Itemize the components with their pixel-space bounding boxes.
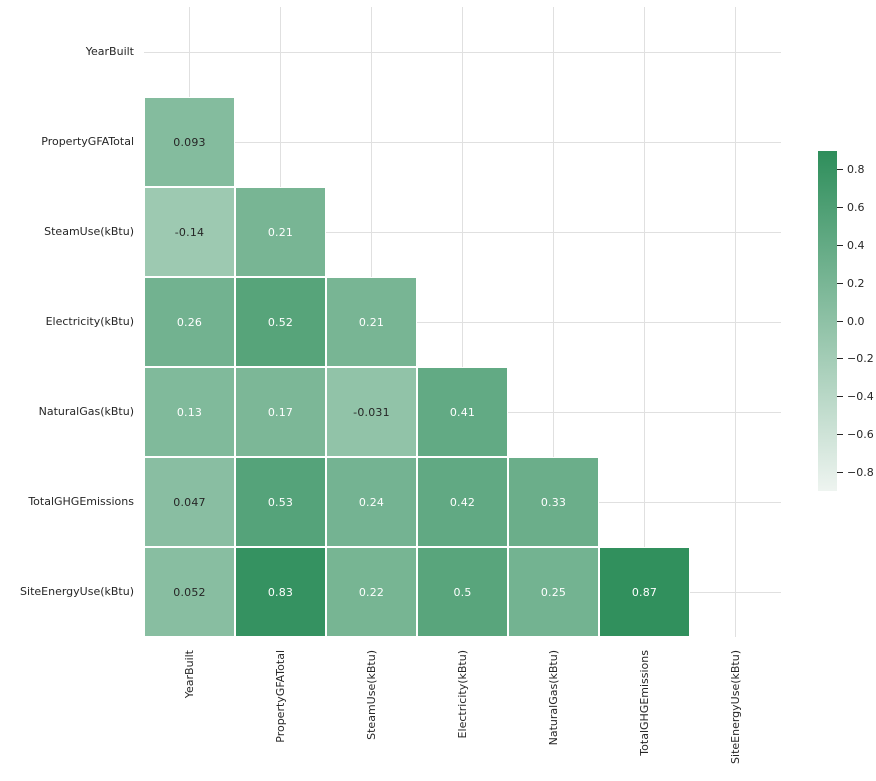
colorbar-tick-label: 0.2 bbox=[847, 276, 865, 290]
gridline-horizontal bbox=[144, 231, 781, 233]
heatmap-cell: 0.21 bbox=[235, 187, 326, 277]
heatmap-cell: 0.22 bbox=[326, 547, 417, 637]
cell-value-label: 0.13 bbox=[176, 405, 203, 419]
x-tick-label-slot: SteamUse(kBtu) bbox=[326, 650, 417, 781]
y-tick-label: SiteEnergyUse(kBtu) bbox=[20, 585, 134, 598]
y-tick-label: Electricity(kBtu) bbox=[45, 315, 134, 328]
cell-value-label: 0.047 bbox=[173, 495, 206, 509]
gridline-horizontal bbox=[144, 51, 781, 53]
x-tick-label-slot: TotalGHGEmissions bbox=[599, 650, 690, 781]
colorbar-tick-label: 0.8 bbox=[847, 163, 865, 177]
heatmap-cell: 0.17 bbox=[235, 367, 326, 457]
cell-value-label: 0.26 bbox=[176, 315, 203, 329]
x-tick-label: SiteEnergyUse(kBtu) bbox=[729, 650, 742, 764]
x-tick-label-slot: PropertyGFATotal bbox=[235, 650, 326, 781]
colorbar-tick-label: −0.2 bbox=[847, 352, 874, 366]
heatmap-cell: 0.83 bbox=[235, 547, 326, 637]
heatmap-cell: -0.031 bbox=[326, 367, 417, 457]
x-tick-label: YearBuilt bbox=[183, 650, 196, 699]
cell-value-label: 0.52 bbox=[267, 315, 294, 329]
heatmap-cell: 0.33 bbox=[508, 457, 599, 547]
x-tick-label: SteamUse(kBtu) bbox=[365, 650, 378, 740]
colorbar-tick-label: −0.8 bbox=[847, 465, 874, 479]
y-tick-label: YearBuilt bbox=[85, 45, 134, 58]
heatmap-cell: 0.21 bbox=[326, 277, 417, 367]
x-tick-label-slot: Electricity(kBtu) bbox=[417, 650, 508, 781]
colorbar-tick-mark bbox=[837, 244, 843, 246]
colorbar-tick-label: −0.6 bbox=[847, 427, 874, 441]
x-tick-label: TotalGHGEmissions bbox=[638, 650, 651, 756]
x-tick-label: PropertyGFATotal bbox=[274, 650, 287, 743]
cell-value-label: 0.22 bbox=[358, 585, 385, 599]
cell-value-label: -0.14 bbox=[174, 225, 205, 239]
colorbar-tick-mark bbox=[837, 169, 843, 171]
heatmap-cell: 0.052 bbox=[144, 547, 235, 637]
colorbar-tick-label: 0.0 bbox=[847, 314, 865, 328]
x-tick-label: NaturalGas(kBtu) bbox=[547, 650, 560, 746]
colorbar-tick-mark bbox=[837, 207, 843, 209]
colorbar-tick-mark bbox=[837, 433, 843, 435]
cell-value-label: 0.093 bbox=[173, 135, 206, 149]
gridline-horizontal bbox=[144, 321, 781, 323]
heatmap-cell: 0.13 bbox=[144, 367, 235, 457]
heatmap-plot-area: 0.093 -0.14 0.21 0.26 0.52 0.21 0.13 0.17 -0.031… bbox=[144, 7, 781, 637]
cell-value-label: 0.21 bbox=[358, 315, 385, 329]
cell-value-label: 0.21 bbox=[267, 225, 294, 239]
heatmap-cell: 0.5 bbox=[417, 547, 508, 637]
cell-value-label: 0.25 bbox=[540, 585, 567, 599]
cell-value-label: 0.052 bbox=[173, 585, 206, 599]
x-tick-label-slot: NaturalGas(kBtu) bbox=[508, 650, 599, 781]
colorbar-tick-mark bbox=[837, 471, 843, 473]
colorbar-tick-label: 0.6 bbox=[847, 201, 865, 215]
y-tick-label: SteamUse(kBtu) bbox=[44, 225, 134, 238]
cell-value-label: 0.83 bbox=[267, 585, 294, 599]
cell-value-label: 0.87 bbox=[631, 585, 658, 599]
colorbar-tick-label: −0.4 bbox=[847, 390, 874, 404]
y-tick-label: PropertyGFATotal bbox=[41, 135, 134, 148]
y-tick-label: NaturalGas(kBtu) bbox=[38, 405, 134, 418]
heatmap-cell: 0.87 bbox=[599, 547, 690, 637]
cell-value-label: -0.031 bbox=[353, 405, 390, 419]
heatmap-cell: -0.14 bbox=[144, 187, 235, 277]
cell-value-label: 0.5 bbox=[453, 585, 472, 599]
colorbar-tick-mark bbox=[837, 282, 843, 284]
heatmap-cell: 0.53 bbox=[235, 457, 326, 547]
colorbar-tick-mark bbox=[837, 396, 843, 398]
colorbar-gradient bbox=[818, 151, 837, 491]
heatmap-cell: 0.41 bbox=[417, 367, 508, 457]
cell-value-label: 0.17 bbox=[267, 405, 294, 419]
cell-value-label: 0.41 bbox=[449, 405, 476, 419]
colorbar-tick-mark bbox=[837, 358, 843, 360]
colorbar: 0.8 0.6 0.4 0.2 0.0 −0.2 −0.4 −0.6 −0.8 bbox=[818, 151, 874, 491]
heatmap-cell: 0.24 bbox=[326, 457, 417, 547]
heatmap-cell: 0.047 bbox=[144, 457, 235, 547]
cell-value-label: 0.53 bbox=[267, 495, 294, 509]
x-tick-label: Electricity(kBtu) bbox=[456, 650, 469, 739]
x-tick-label-slot: SiteEnergyUse(kBtu) bbox=[690, 650, 781, 781]
gridline-horizontal bbox=[144, 141, 781, 143]
cell-value-label: 0.33 bbox=[540, 495, 567, 509]
x-tick-label-slot: YearBuilt bbox=[144, 650, 235, 781]
y-tick-label: TotalGHGEmissions bbox=[28, 495, 134, 508]
heatmap-cell: 0.093 bbox=[144, 97, 235, 187]
colorbar-tick-mark bbox=[837, 320, 843, 322]
cell-value-label: 0.42 bbox=[449, 495, 476, 509]
heatmap-cell: 0.42 bbox=[417, 457, 508, 547]
heatmap-cell: 0.52 bbox=[235, 277, 326, 367]
colorbar-tick-label: 0.4 bbox=[847, 238, 865, 252]
cell-value-label: 0.24 bbox=[358, 495, 385, 509]
heatmap-cell: 0.26 bbox=[144, 277, 235, 367]
heatmap-cell: 0.25 bbox=[508, 547, 599, 637]
